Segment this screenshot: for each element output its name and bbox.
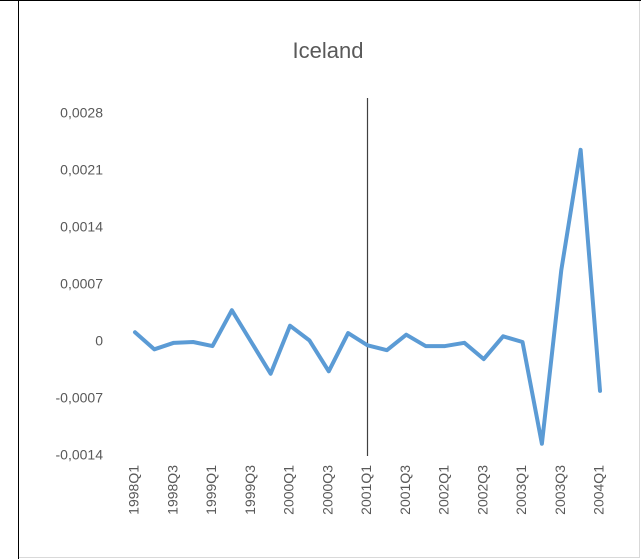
y-tick-label: 0,0028 <box>60 105 103 121</box>
x-tick-label: 2003Q1 <box>513 465 529 515</box>
x-tick-label: 2003Q3 <box>552 465 568 515</box>
x-tick-label: 2004Q1 <box>591 465 607 515</box>
x-tick-label: 1998Q1 <box>126 465 142 515</box>
y-tick-label: 0 <box>95 333 103 349</box>
y-tick-label: -0,0014 <box>56 447 104 463</box>
chart-border <box>18 0 640 558</box>
x-tick-label: 2000Q3 <box>319 465 335 515</box>
x-tick-label: 1998Q3 <box>164 465 180 515</box>
x-tick-label: 2001Q3 <box>397 465 413 515</box>
y-tick-label: 0,0007 <box>60 276 103 292</box>
y-tick-label: 0,0014 <box>60 219 103 235</box>
series-line <box>132 147 603 446</box>
x-tick-label: 2002Q1 <box>436 465 452 515</box>
x-tick-label: 2002Q3 <box>474 465 490 515</box>
chart-title: Iceland <box>293 38 364 63</box>
x-tick-label: 1999Q3 <box>242 465 258 515</box>
y-tick-label: 0,0021 <box>60 162 103 178</box>
x-tick-label: 2001Q1 <box>358 465 374 515</box>
y-tick-label: -0,0007 <box>56 390 104 406</box>
x-tick-label: 1999Q1 <box>203 465 219 515</box>
x-tick-label: 2000Q1 <box>281 465 297 515</box>
